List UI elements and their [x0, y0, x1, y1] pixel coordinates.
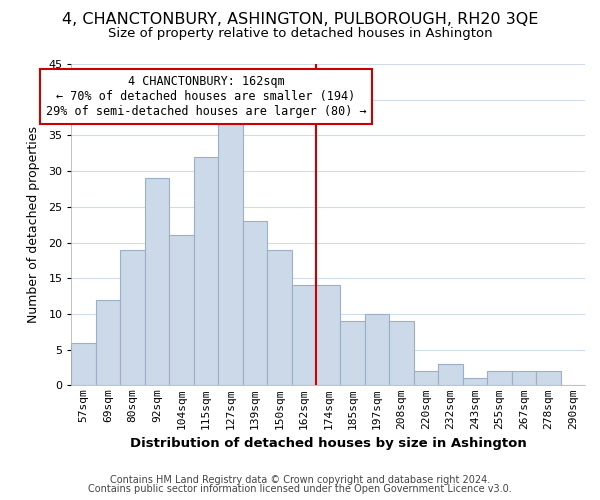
Bar [536, 371, 560, 386]
Bar [512, 371, 536, 386]
Bar [96, 300, 121, 386]
X-axis label: Distribution of detached houses by size in Ashington: Distribution of detached houses by size … [130, 437, 527, 450]
Bar [389, 321, 414, 386]
Bar [145, 178, 169, 386]
Text: Contains HM Land Registry data © Crown copyright and database right 2024.: Contains HM Land Registry data © Crown c… [110, 475, 490, 485]
Bar [71, 342, 96, 386]
Bar [218, 121, 242, 386]
Bar [194, 157, 218, 386]
Bar [292, 286, 316, 386]
Bar [340, 321, 365, 386]
Text: Contains public sector information licensed under the Open Government Licence v3: Contains public sector information licen… [88, 484, 512, 494]
Bar [365, 314, 389, 386]
Bar [267, 250, 292, 386]
Y-axis label: Number of detached properties: Number of detached properties [27, 126, 40, 323]
Bar [414, 371, 438, 386]
Bar [438, 364, 463, 386]
Bar [316, 286, 340, 386]
Bar [463, 378, 487, 386]
Text: 4 CHANCTONBURY: 162sqm
← 70% of detached houses are smaller (194)
29% of semi-de: 4 CHANCTONBURY: 162sqm ← 70% of detached… [46, 74, 366, 118]
Bar [121, 250, 145, 386]
Text: 4, CHANCTONBURY, ASHINGTON, PULBOROUGH, RH20 3QE: 4, CHANCTONBURY, ASHINGTON, PULBOROUGH, … [62, 12, 538, 28]
Bar [242, 221, 267, 386]
Bar [169, 236, 194, 386]
Text: Size of property relative to detached houses in Ashington: Size of property relative to detached ho… [107, 28, 493, 40]
Bar [487, 371, 512, 386]
